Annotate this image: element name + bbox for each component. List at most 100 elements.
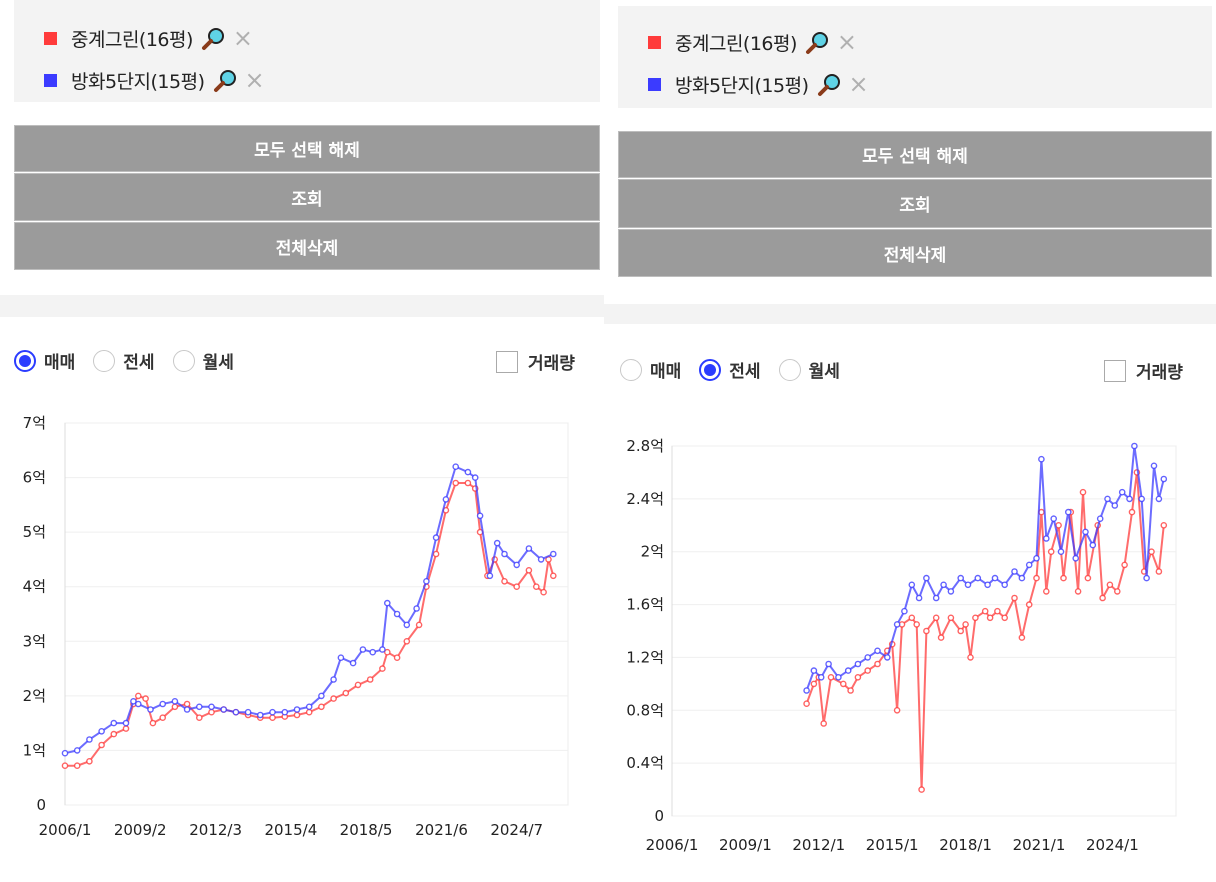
data-point [493,539,501,547]
legend-box: 중계그린(16평) × 방화5단지(15평) × [618,6,1212,108]
legend-label: 중계그린(16평) [71,28,193,51]
data-point [1143,574,1150,582]
y-tick-label: 2억 [641,543,664,561]
magnifier-icon[interactable] [817,71,843,97]
data-point [1082,528,1089,536]
data-point [1011,594,1018,602]
data-point [847,687,854,694]
close-icon[interactable]: × [836,28,857,56]
delete-all-button[interactable]: 전체삭제 [14,222,600,270]
data-point [442,496,450,503]
y-tick-label: 2.8억 [626,437,664,455]
data-point [1160,475,1168,483]
data-point [1025,601,1033,608]
radio-button[interactable] [172,349,195,372]
data-point [1057,548,1065,555]
data-point [1018,634,1026,641]
close-icon[interactable]: × [232,24,253,52]
checkbox-box[interactable] [496,350,518,373]
data-point [932,614,940,622]
data-point [61,762,69,770]
data-point [1106,581,1114,589]
radio-jeonse[interactable]: 전세 [93,348,155,373]
data-point [232,708,240,716]
data-point [330,695,337,702]
data-point [803,700,810,708]
data-point [1072,554,1080,562]
data-point [293,711,301,719]
data-point [540,588,547,596]
y-tick-label: 4억 [23,578,46,596]
radio-button[interactable] [93,349,116,372]
deselect-all-button[interactable]: 모두 선택 해제 [618,131,1212,178]
data-point [464,479,472,487]
radio-sale[interactable]: 매매 [14,348,75,373]
radio-button[interactable] [620,358,642,381]
data-point [208,708,215,716]
data-point [86,736,93,743]
data-point [820,720,827,727]
search-button[interactable]: 조회 [618,179,1212,228]
volume-checkbox[interactable]: 거래량 [1104,358,1183,383]
magnifier-icon[interactable] [805,29,831,55]
y-tick-label: 0 [36,796,46,814]
y-tick-label: 6억 [23,469,46,487]
data-point [432,550,440,558]
radio-button[interactable] [14,349,36,372]
data-point [256,711,264,719]
data-point [159,700,166,708]
deselect-all-button[interactable]: 모두 선택 해제 [14,125,600,172]
radio-jeonse[interactable]: 전세 [699,357,761,382]
x-tick-label: 2021/6 [415,821,468,839]
data-point [915,594,923,602]
radio-monthly[interactable]: 월세 [778,357,840,382]
data-point [61,749,69,757]
volume-checkbox[interactable]: 거래량 [496,349,575,374]
data-point [269,708,276,716]
data-point [937,634,945,641]
data-point [1155,495,1163,503]
legend-item: 중계그린(16평) × [44,24,253,52]
y-tick-label: 0 [654,807,664,825]
plot-area [64,422,569,806]
close-icon[interactable]: × [244,66,265,94]
radio-button[interactable] [699,358,722,381]
legend-swatch [44,73,57,87]
magnifier-icon[interactable] [201,25,227,51]
close-icon[interactable]: × [848,70,869,98]
radio-label: 월세 [202,353,234,373]
separator-band [604,304,1216,324]
y-tick-label: 2억 [23,687,46,705]
radio-monthly[interactable]: 월세 [172,348,234,373]
data-point [974,574,982,582]
data-point [318,692,325,700]
legend-swatch [648,77,661,91]
data-point [383,648,391,656]
checkbox-box[interactable] [1104,359,1126,382]
data-point [305,703,313,711]
x-tick-label: 2024/7 [490,821,543,839]
magnifier-icon[interactable] [213,67,239,93]
legend-label: 중계그린(16평) [675,32,797,55]
data-point [854,660,862,668]
data-point [947,588,955,595]
radio-label: 월세 [808,362,840,382]
left-panel: 중계그린(16평) × 방화5단지(15평) × 모두 선택 해제 조회 전체삭… [0,0,604,882]
data-point [464,468,472,476]
data-point [1118,488,1126,496]
data-point [269,714,276,722]
data-point [98,727,105,735]
delete-all-button[interactable]: 전체삭제 [618,229,1212,277]
data-point [893,706,901,714]
separator-band [0,295,604,317]
data-point [810,667,818,674]
search-button[interactable]: 조회 [14,173,600,221]
price-chart-jeonse: 0 0.4억 0.8억 1.2억 1.6억 2억 2.4억 2.8억 2006/1 2009/1 2… [626,437,1177,854]
radio-sale[interactable]: 매매 [620,357,681,382]
radio-button[interactable] [778,358,801,381]
y-tick-label: 0.4억 [626,754,664,772]
data-point [1050,515,1058,522]
data-point [1001,581,1009,589]
data-point [1126,495,1133,503]
data-point [1025,561,1033,569]
